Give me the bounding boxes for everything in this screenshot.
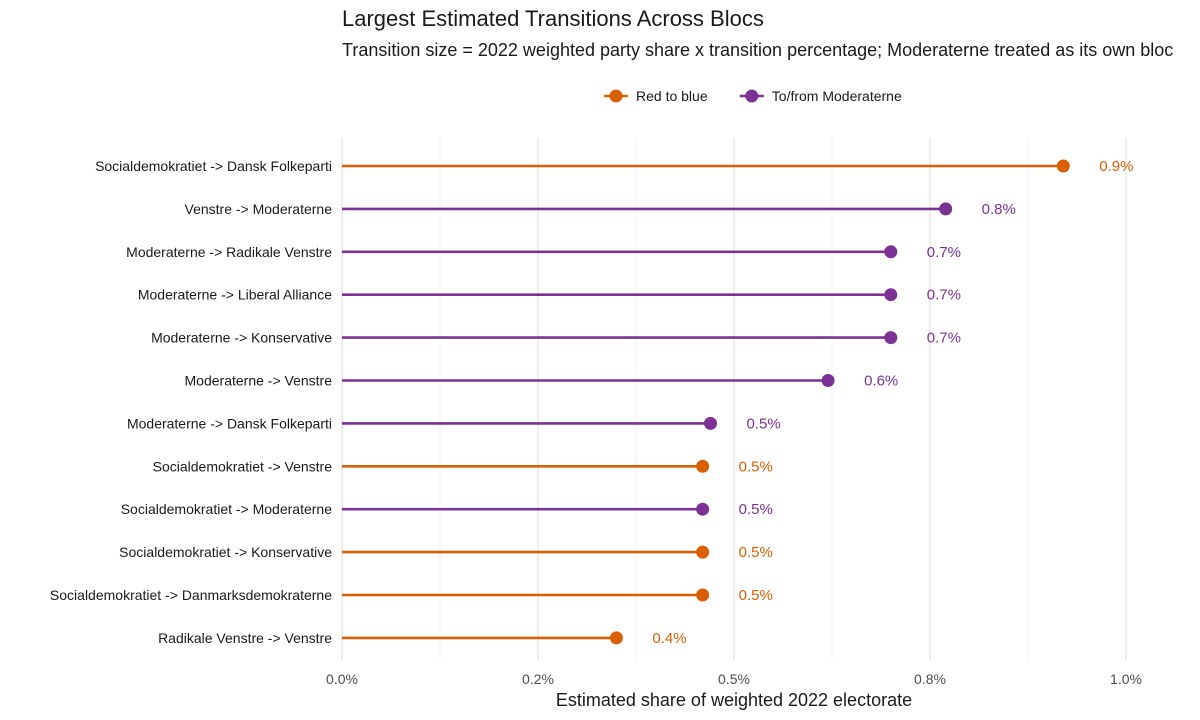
y-tick-label: Moderaterne -> Dansk Folkeparti [127, 415, 332, 431]
x-tick-label: 0.5% [718, 671, 750, 687]
data-label: 0.6% [864, 373, 898, 390]
lollipop-point [696, 588, 710, 602]
data-label: 0.4% [652, 630, 686, 647]
y-tick-label: Moderaterne -> Liberal Alliance [138, 287, 332, 303]
y-tick-label: Moderaterne -> Konservative [151, 330, 332, 346]
y-tick-label: Socialdemokratiet -> Moderaterne [121, 501, 332, 517]
data-label: 0.7% [927, 330, 961, 347]
y-tick-label: Socialdemokratiet -> Dansk Folkeparti [95, 158, 332, 174]
data-label: 0.9% [1099, 158, 1133, 175]
data-label: 0.5% [746, 415, 780, 432]
x-axis-label: Estimated share of weighted 2022 elector… [556, 690, 912, 710]
lollipop-point [884, 288, 898, 302]
y-tick-label: Moderaterne -> Venstre [185, 373, 333, 389]
x-tick-label: 0.2% [522, 671, 554, 687]
data-label: 0.5% [739, 501, 773, 518]
lollipop-point [703, 416, 717, 430]
lollipop-point [884, 245, 898, 259]
x-tick-label: 0.0% [326, 671, 358, 687]
lollipop-point [696, 502, 710, 516]
lollipop-point [939, 202, 953, 216]
legend-label: Red to blue [636, 88, 708, 104]
data-label: 0.7% [927, 244, 961, 261]
lollipop-point [821, 374, 835, 387]
data-label: 0.5% [739, 458, 773, 475]
y-tick-label: Socialdemokratiet -> Danmarksdemokratern… [50, 587, 332, 603]
lollipop-point [696, 545, 710, 559]
x-tick-label: 0.8% [914, 671, 946, 687]
y-tick-label: Socialdemokratiet -> Venstre [153, 458, 333, 474]
chart-title: Largest Estimated Transitions Across Blo… [342, 6, 764, 31]
y-tick-label: Venstre -> Moderaterne [185, 201, 333, 217]
lollipop-point [609, 631, 623, 645]
data-label: 0.7% [927, 287, 961, 304]
data-label: 0.5% [739, 587, 773, 604]
data-label: 0.5% [739, 544, 773, 561]
lollipop-point [696, 459, 710, 473]
legend-key-point [609, 89, 623, 103]
lollipop-point [1056, 159, 1070, 173]
y-tick-label: Moderaterne -> Radikale Venstre [126, 244, 332, 260]
chart-subtitle: Transition size = 2022 weighted party sh… [342, 40, 1174, 60]
data-label: 0.8% [982, 201, 1016, 218]
legend-label: To/from Moderaterne [772, 88, 902, 104]
lollipop-point [884, 331, 898, 345]
y-tick-label: Socialdemokratiet -> Konservative [119, 544, 332, 560]
y-tick-label: Radikale Venstre -> Venstre [158, 630, 332, 646]
legend-key-point [745, 89, 759, 103]
x-tick-label: 1.0% [1110, 671, 1142, 687]
